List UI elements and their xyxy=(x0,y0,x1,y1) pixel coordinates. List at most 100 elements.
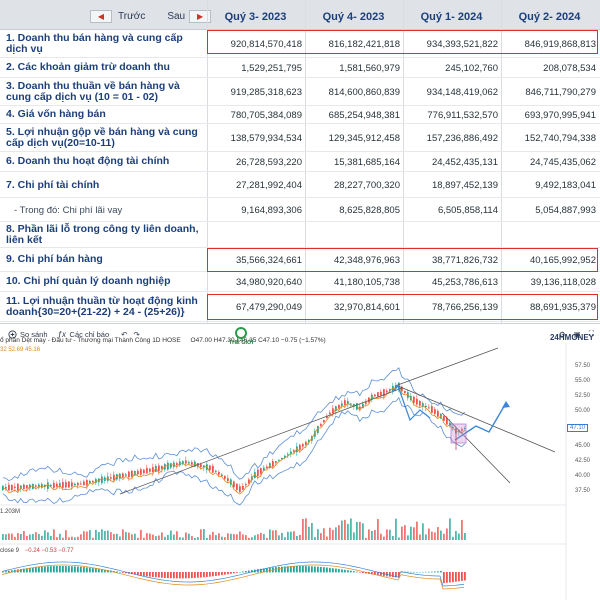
cell-value: 9,164,893,306 xyxy=(241,205,302,216)
candle-body xyxy=(389,389,391,392)
candle-body xyxy=(14,486,16,488)
macd-bar xyxy=(281,566,283,573)
candle-body xyxy=(344,400,346,406)
prev-button[interactable]: Trước xyxy=(118,10,146,22)
candle-body xyxy=(62,482,64,488)
volume-bar xyxy=(218,533,220,540)
cell-value: 693,970,995,941 xyxy=(524,110,596,121)
candle-body xyxy=(287,454,289,456)
cell-value: 208,078,534 xyxy=(543,63,596,74)
wave-path xyxy=(391,384,431,422)
cell-value: 45,253,786,613 xyxy=(431,277,498,288)
volume-bar xyxy=(122,529,124,540)
candle-body xyxy=(356,403,358,410)
next-button[interactable]: Sau xyxy=(167,10,186,22)
macd-bar xyxy=(29,567,31,573)
watermark-logo: THẾ GIỚI xyxy=(226,327,256,349)
macd-bar xyxy=(197,572,199,578)
support-trendline xyxy=(119,387,403,495)
redo-icon[interactable]: ↷ xyxy=(133,329,140,339)
volume-bar xyxy=(221,536,223,540)
macd-bar xyxy=(158,572,160,578)
candle-body xyxy=(425,405,427,408)
chart-toolbar: So sánh ƒx Các chỉ báo ↶ ↷ ⚙ ▣ ⛶ xyxy=(0,324,600,344)
compare-label: So sánh xyxy=(20,329,48,339)
macd-bar xyxy=(71,566,73,573)
compare-button[interactable]: So sánh xyxy=(8,330,48,339)
candle-body xyxy=(308,440,310,443)
macd-bar xyxy=(320,566,322,573)
volume-bar xyxy=(401,526,403,540)
candle-body xyxy=(17,483,19,491)
candle-body xyxy=(215,470,217,472)
macd-bar xyxy=(434,571,436,573)
camera-icon[interactable]: ▣ xyxy=(573,329,581,339)
volume-bar xyxy=(92,537,94,540)
candle-body xyxy=(185,460,187,464)
volume-bar xyxy=(395,518,397,540)
macd-bar xyxy=(380,572,382,576)
volume-bar xyxy=(134,533,136,540)
volume-bar xyxy=(209,534,211,540)
macd-bar xyxy=(446,572,448,583)
volume-bar xyxy=(392,536,394,540)
volume-bar xyxy=(338,525,340,540)
macd-bar xyxy=(359,572,361,573)
price-axis-label: 37.50 xyxy=(574,488,590,494)
price-axis-label: 40.00 xyxy=(574,473,590,479)
volume-bar xyxy=(329,527,331,540)
candle-body xyxy=(428,407,430,409)
candle-body xyxy=(284,455,286,458)
undo-icon[interactable]: ↶ xyxy=(121,329,128,339)
cell-value: 5,054,887,993 xyxy=(535,205,596,216)
cell-value: 27,281,992,404 xyxy=(235,180,302,191)
table-row: 1. Doanh thu bán hàng và cung cấp dịch v… xyxy=(0,30,600,58)
cell-value: 88,691,935,379 xyxy=(529,302,596,313)
gear-icon[interactable]: ⚙ xyxy=(558,329,566,339)
volume-bar xyxy=(380,533,382,540)
indicators-button[interactable]: ƒx Các chỉ báo xyxy=(58,330,110,339)
macd-bar xyxy=(95,568,97,573)
candle-body xyxy=(329,412,331,415)
volume-bar xyxy=(8,533,10,540)
table-row: 7. Chi phí tài chính 27,281,992,404 28,2… xyxy=(0,172,600,198)
macd-bar xyxy=(323,567,325,573)
volume-bar xyxy=(41,535,43,540)
volume-bar xyxy=(341,520,343,540)
cell-value: 8,625,828,805 xyxy=(339,205,400,216)
macd-bar xyxy=(131,572,133,575)
macd-bar xyxy=(353,571,355,573)
period-header: Quý 4- 2023 xyxy=(322,11,385,23)
macd-bar xyxy=(362,572,364,574)
candle-body xyxy=(128,471,130,478)
left-triangle-icon[interactable]: ◀ xyxy=(90,9,112,23)
candle-body xyxy=(374,394,376,397)
fullscreen-icon[interactable]: ⛶ xyxy=(588,329,594,338)
last-price-tag: 47.10 xyxy=(566,424,588,432)
candle-body xyxy=(242,486,244,490)
volume-bar xyxy=(320,533,322,540)
macd-bar xyxy=(8,570,10,573)
volume-bar xyxy=(434,532,436,540)
row-label: 8. Phần lãi lỗ trong công ty liên doanh,… xyxy=(6,223,199,246)
cell-value: 245,102,760 xyxy=(445,63,498,74)
candle-body xyxy=(263,467,265,471)
volume-bar xyxy=(197,537,199,540)
candle-body xyxy=(353,403,355,407)
chart-title-line: ổ phần Dệt may - Đầu tư - Thương mại Thà… xyxy=(0,337,326,344)
candle-body xyxy=(218,472,220,475)
candle-body xyxy=(23,484,25,489)
candle-body xyxy=(239,486,241,493)
cell-value: 67,479,290,049 xyxy=(235,302,302,313)
candle-body xyxy=(101,476,103,484)
macd-bar xyxy=(317,566,319,573)
lower-channel-line xyxy=(441,412,511,484)
right-triangle-icon[interactable]: ▶ xyxy=(189,9,212,23)
candle-body xyxy=(188,462,190,464)
volume-bar xyxy=(200,529,202,540)
macd-bar xyxy=(107,570,109,573)
candle-body xyxy=(458,429,460,433)
cell-value: 9,492,183,041 xyxy=(535,180,596,191)
volume-bar xyxy=(335,527,337,540)
